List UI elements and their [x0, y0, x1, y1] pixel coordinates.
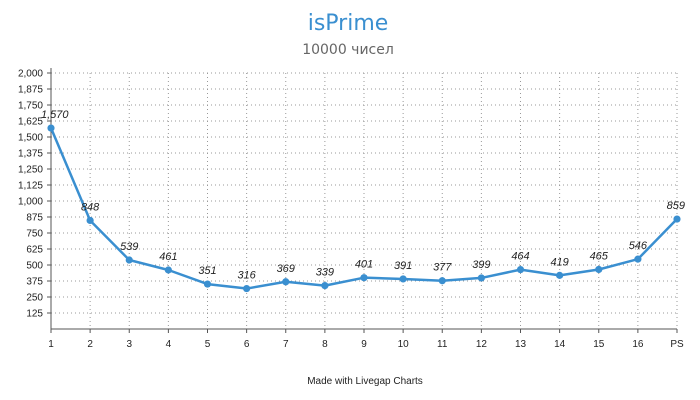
data-point — [556, 271, 564, 279]
x-tick-label: 5 — [205, 339, 211, 350]
x-tick-label: 9 — [361, 339, 367, 350]
data-label: 351 — [198, 265, 216, 277]
y-tick-label: 875 — [26, 213, 43, 224]
data-point — [634, 255, 642, 263]
data-label: 377 — [433, 262, 452, 274]
chart-title: isPrime — [308, 11, 389, 36]
data-point — [282, 278, 290, 286]
data-point — [477, 274, 485, 282]
data-label: 848 — [81, 201, 100, 213]
x-tick-label: 6 — [244, 339, 250, 350]
data-label: 391 — [394, 260, 412, 272]
y-tick-label: 1,125 — [18, 181, 43, 192]
y-tick-label: 375 — [26, 277, 43, 288]
data-series — [47, 124, 681, 293]
data-label: 399 — [472, 259, 490, 271]
data-point — [438, 277, 446, 285]
data-label: 546 — [629, 240, 648, 252]
y-tick-label: 625 — [26, 245, 43, 256]
data-point — [321, 282, 329, 290]
y-tick-label: 1,875 — [18, 85, 43, 96]
x-tick-label: 12 — [476, 339, 488, 350]
x-tick-label: 4 — [166, 339, 172, 350]
data-label: 464 — [511, 251, 529, 263]
y-tick-label: 125 — [26, 309, 43, 320]
data-label: 1,570 — [41, 109, 69, 121]
x-tick-label: 10 — [398, 339, 410, 350]
y-tick-label: 2,000 — [18, 69, 43, 80]
x-tick-label: 1 — [48, 339, 54, 350]
data-point — [86, 216, 94, 225]
data-labels: 1,570 848 539 461 351 316 369 339 401 391 377 399 46… — [41, 109, 685, 282]
data-point — [47, 124, 55, 132]
x-tick-label: 13 — [515, 339, 527, 350]
x-tick-label: 3 — [126, 339, 132, 350]
data-point — [125, 256, 133, 264]
y-tick-label: 1,375 — [18, 149, 43, 160]
x-tick-label: 7 — [283, 339, 289, 350]
data-label: 859 — [667, 200, 685, 212]
chart-subtitle: 10000 чисел — [302, 42, 394, 58]
x-axis-ticks: 1 2 3 4 5 6 7 8 9 10 11 12 13 14 15 16 PS — [48, 329, 684, 350]
data-label: 316 — [237, 270, 256, 282]
x-tick-label: PS — [670, 339, 684, 350]
data-label: 419 — [550, 256, 568, 268]
x-tick-label: 2 — [87, 339, 93, 350]
y-tick-label: 1,750 — [18, 101, 43, 112]
data-point — [595, 265, 603, 274]
data-point — [164, 266, 172, 274]
x-tick-label: 15 — [593, 339, 605, 350]
y-tick-label: 500 — [26, 261, 43, 272]
chart-credit: Made with Livegap Charts — [307, 376, 423, 387]
y-tick-label: 750 — [26, 229, 43, 240]
x-tick-label: 11 — [437, 339, 448, 350]
data-label: 369 — [277, 263, 295, 275]
data-label: 539 — [120, 241, 138, 253]
y-tick-label: 1,500 — [18, 133, 43, 144]
y-tick-label: 250 — [26, 293, 43, 304]
y-tick-label: 1,625 — [18, 117, 43, 128]
data-label: 465 — [590, 250, 609, 262]
x-tick-label: 8 — [322, 339, 328, 350]
data-point — [673, 215, 681, 223]
grid-lines — [51, 72, 678, 329]
data-point — [399, 275, 407, 283]
x-tick-label: 16 — [632, 339, 644, 350]
data-point — [243, 284, 251, 293]
data-point — [516, 266, 525, 274]
y-tick-label: 1,000 — [18, 197, 43, 208]
y-axis-ticks: 125 250 375 500 625 750 875 1,000 1,125 1,250 1,37… — [18, 69, 51, 320]
data-point — [203, 280, 212, 288]
x-tick-label: 14 — [554, 339, 566, 350]
data-label: 401 — [355, 259, 373, 271]
data-point — [360, 274, 368, 282]
data-label: 339 — [316, 267, 334, 279]
data-label: 461 — [159, 251, 177, 263]
y-tick-label: 1,250 — [18, 165, 43, 176]
